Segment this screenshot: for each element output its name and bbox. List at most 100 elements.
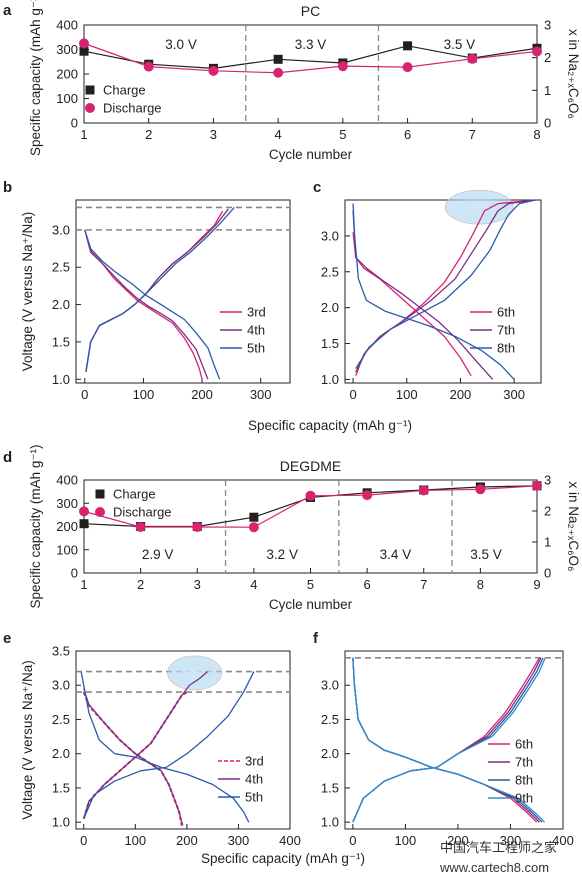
x-tick-label: 200 bbox=[450, 387, 472, 402]
y-tick-label: 1.0 bbox=[321, 372, 339, 387]
x-tick-label: 100 bbox=[395, 833, 417, 848]
legend: 6th 7th 8th 9th bbox=[488, 737, 533, 806]
y-tick-label: 2.0 bbox=[52, 746, 70, 761]
charge-point bbox=[403, 41, 413, 51]
plot-frame bbox=[344, 199, 542, 384]
x-tick-label: 7 bbox=[420, 577, 427, 592]
series-line-5th-charge bbox=[83, 671, 255, 819]
x-axis-label: Specific capacity (mAh g⁻¹) bbox=[201, 851, 365, 866]
y-tick-label: 400 bbox=[56, 18, 78, 33]
y-tick-label: 2.5 bbox=[52, 712, 70, 727]
y-tick-label: 2.5 bbox=[52, 260, 70, 275]
x-tick-label: 400 bbox=[552, 833, 574, 848]
series-line-5th-charge bbox=[85, 207, 235, 372]
y2-tick-label: 2 bbox=[544, 50, 551, 65]
charge-point bbox=[79, 519, 89, 529]
x-tick-label: 9 bbox=[533, 577, 540, 592]
panel-c: c 0 100 200 300 1.0 1.5 2.0 2.5 3.0 6th 7th 8th bbox=[313, 179, 542, 402]
x-tick-label: 2 bbox=[145, 127, 152, 142]
series-line-3rd-charge bbox=[85, 210, 224, 372]
x-tick-label: 100 bbox=[124, 833, 146, 848]
y-tick-label: 100 bbox=[56, 542, 78, 557]
plot-frame bbox=[75, 650, 291, 830]
region-label: 3.2 V bbox=[266, 547, 298, 562]
x-tick-label: 0 bbox=[80, 833, 87, 848]
region-label: 3.5 V bbox=[444, 37, 476, 52]
legend-label: 7th bbox=[515, 755, 533, 770]
panel-a: a PC3.0 V 3.3 V 3.5 V1 2 3 4 5 6 7 801002003004000… bbox=[3, 0, 581, 162]
x-tick-label: 6 bbox=[364, 577, 371, 592]
region-label: 2.9 V bbox=[142, 547, 174, 562]
legend-label: 5th bbox=[245, 790, 263, 805]
series-line-7th-discharge bbox=[352, 210, 494, 380]
y-tick-label: 300 bbox=[56, 496, 78, 511]
y-tick-label: 400 bbox=[56, 473, 78, 488]
y-tick-label: 2.5 bbox=[321, 264, 339, 279]
discharge-point bbox=[337, 61, 348, 72]
y-tick-label: 3.5 bbox=[52, 644, 70, 659]
x-tick-label: 300 bbox=[503, 387, 525, 402]
x-tick-label: 0 bbox=[81, 387, 88, 402]
chart-title: PC bbox=[301, 3, 320, 19]
x-tick-label: 1 bbox=[80, 577, 87, 592]
legend-label: Charge bbox=[113, 487, 156, 502]
legend-label: Discharge bbox=[113, 505, 172, 520]
x-tick-label: 8 bbox=[477, 577, 484, 592]
legend-label: 6th bbox=[515, 737, 533, 752]
legend: Charge Discharge bbox=[85, 83, 162, 116]
series-line-5th-discharge bbox=[84, 229, 221, 380]
panel-letter-e: e bbox=[3, 630, 11, 647]
x-tick-label: 8 bbox=[533, 127, 540, 142]
y-tick-label: 0 bbox=[71, 566, 78, 581]
y-tick-label: 1.0 bbox=[52, 372, 70, 387]
panel-letter-f: f bbox=[313, 630, 319, 647]
panel-e: e 0 100 200 300 400 1.0 1.5 2.0 2.5 3.0 3.5 Specific… bbox=[3, 630, 365, 866]
x-tick-label: 6 bbox=[404, 127, 411, 142]
x-tick-label: 5 bbox=[339, 127, 346, 142]
series-line-9th-discharge bbox=[352, 657, 546, 823]
legend-label: 3rd bbox=[247, 305, 266, 320]
x-tick-label: 400 bbox=[279, 833, 301, 848]
panel-b: b 0 100 200 300 1.0 1.5 2.0 2.5 3.0 Voltage (V ver… bbox=[3, 179, 291, 402]
legend-label: 5th bbox=[247, 341, 265, 356]
legend-marker-charge bbox=[95, 489, 105, 499]
y-tick-label: 2.5 bbox=[321, 712, 339, 727]
legend: 3rd 4th 5th bbox=[220, 305, 266, 356]
discharge-point bbox=[305, 490, 316, 501]
region-label: 3.5 V bbox=[470, 547, 502, 562]
x-axis-label: Cycle number bbox=[269, 147, 353, 162]
y2-tick-label: 0 bbox=[544, 566, 551, 581]
x-tick-label: 300 bbox=[228, 833, 250, 848]
legend-label: 6th bbox=[497, 305, 515, 320]
y2-tick-label: 3 bbox=[544, 18, 551, 33]
x-tick-label: 3 bbox=[194, 577, 201, 592]
panel-letter-b: b bbox=[3, 179, 12, 196]
discharge-point bbox=[273, 67, 284, 78]
discharge-point bbox=[135, 521, 146, 532]
discharge-point bbox=[475, 484, 486, 495]
x-tick-label: 200 bbox=[447, 833, 469, 848]
watermark-line1: 中国汽车工程师之家 bbox=[440, 840, 557, 855]
panel-letter-a: a bbox=[3, 2, 12, 19]
y-tick-label: 2.0 bbox=[321, 746, 339, 761]
series-line-4th-charge bbox=[83, 671, 208, 819]
y-tick-label: 300 bbox=[56, 42, 78, 57]
y-axis-label: Voltage (V versus Na⁺/Na) bbox=[20, 660, 35, 819]
legend-label: 7th bbox=[497, 323, 515, 338]
y-axis-label: Voltage (V versus Na⁺/Na) bbox=[20, 212, 35, 371]
x-tick-label: 4 bbox=[275, 127, 282, 142]
y2-axis-label: x in Na₂₊ₓC₆O₆ bbox=[566, 482, 581, 572]
series-line-9th-charge bbox=[352, 657, 546, 823]
discharge-point bbox=[192, 521, 203, 532]
discharge-point bbox=[532, 480, 542, 491]
legend-label: Discharge bbox=[103, 101, 162, 116]
x-tick-label: 7 bbox=[469, 127, 476, 142]
charge-point bbox=[249, 512, 259, 522]
discharge-point bbox=[467, 53, 478, 64]
y-tick-label: 2.0 bbox=[52, 297, 70, 312]
charge-point bbox=[79, 46, 89, 56]
discharge-point bbox=[248, 522, 259, 533]
highlight-bubble bbox=[167, 655, 223, 691]
x-tick-label: 0 bbox=[349, 833, 356, 848]
y-tick-label: 2.0 bbox=[321, 300, 339, 315]
